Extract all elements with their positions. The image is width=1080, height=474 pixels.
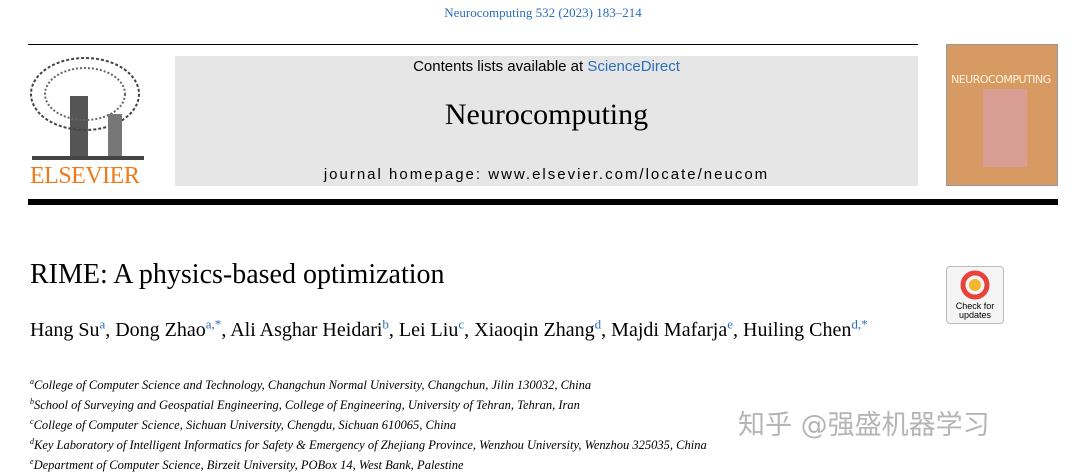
author-name[interactable]: Xiaoqin Zhang (474, 318, 595, 341)
author-punct: , (733, 318, 739, 341)
author-name[interactable]: Huiling Chen (743, 318, 852, 341)
page: Neurocomputing 532 (2023) 183–214 ELSEVI… (28, 5, 1058, 472)
affiliation-mark: e (30, 456, 34, 466)
journal-ref[interactable]: Neurocomputing 532 (2023) 183–214 (444, 5, 642, 20)
publisher-logo (30, 57, 144, 160)
affiliation-mark: a (30, 377, 34, 386)
author-name[interactable]: Ali Asghar Heidari (230, 318, 383, 341)
contents-label: Contents lists available at (413, 58, 584, 75)
author: Huiling Chend,* (743, 316, 868, 341)
author-name[interactable]: Lei Liu (398, 318, 459, 341)
author: Ali Asghar Heidarib, (230, 316, 394, 341)
author-sup[interactable]: a,* (205, 316, 222, 331)
author: Hang Sua, (30, 316, 111, 341)
check-updates-badge[interactable]: Check for updates (946, 266, 1004, 324)
affiliation: dKey Laboratory of Intelligent Informati… (30, 434, 707, 454)
author-punct: , (464, 318, 470, 341)
rule (28, 44, 918, 45)
author-name[interactable]: Dong Zhao (115, 318, 206, 341)
author-sup[interactable]: c (458, 316, 465, 331)
author-punct: , (105, 318, 111, 341)
author: Dong Zhaoa,*, (115, 316, 227, 341)
cover-title: NEUROCOMPUTING (951, 73, 1051, 86)
author: Xiaoqin Zhangd, (474, 316, 607, 341)
affiliation-mark: d (30, 436, 34, 446)
affiliation-text: School of Surveying and Geospatial Engin… (34, 398, 580, 413)
badge-icon (960, 270, 990, 300)
author: Majdi Mafarjae, (611, 316, 739, 341)
author-sup[interactable]: b (382, 316, 389, 331)
author-punct: , (221, 318, 227, 341)
journal-banner: Contents lists available at ScienceDirec… (175, 56, 918, 186)
journal-name: Neurocomputing (444, 98, 649, 131)
affiliation: cCollege of Computer Science, Sichuan Un… (30, 414, 707, 434)
author-sup[interactable]: d,* (851, 316, 868, 331)
badge-line: updates (958, 310, 992, 320)
affiliations: aCollege of Computer Science and Technol… (30, 374, 707, 474)
author-name[interactable]: Majdi Mafarja (611, 318, 728, 341)
watermark: 知乎 @强盛机器学习 (738, 410, 990, 441)
affiliation-text: College of Computer Science and Technolo… (34, 378, 592, 393)
author-sup[interactable]: a (99, 316, 106, 331)
rule-thick (28, 199, 1058, 205)
homepage[interactable]: journal homepage: www.elsevier.com/locat… (323, 166, 770, 183)
affiliation-text: Key Laboratory of Intelligent Informatic… (34, 438, 707, 453)
author-punct: , (388, 318, 394, 341)
cover-art (983, 89, 1027, 167)
publisher-name: ELSEVIER (30, 163, 140, 189)
affiliation-text: College of Computer Science, Sichuan Uni… (33, 418, 457, 433)
author-name[interactable]: Hang Su (30, 318, 100, 341)
affiliation-mark: c (30, 416, 34, 426)
contents-line: Contents lists available at ScienceDirec… (175, 58, 918, 75)
badge-line: Check for (955, 301, 995, 311)
affiliation-mark: b (30, 396, 34, 406)
affiliation: aCollege of Computer Science and Technol… (30, 374, 707, 394)
affiliation: bSchool of Surveying and Geospatial Engi… (30, 394, 707, 414)
author-sup[interactable]: d (594, 316, 602, 331)
affiliation-text: Department of Computer Science, Birzeit … (33, 457, 464, 472)
author-sup[interactable]: e (727, 316, 734, 331)
article-title: RIME: A physics-based optimization (30, 259, 445, 290)
journal-cover[interactable]: NEUROCOMPUTING (946, 44, 1058, 186)
author: Lei Liuc, (398, 316, 470, 341)
authors: Hang Sua, Dong Zhaoa,*, Ali Asghar Heida… (30, 310, 910, 344)
author-punct: , (601, 318, 607, 341)
sciencedirect-link[interactable]: ScienceDirect (587, 58, 680, 75)
